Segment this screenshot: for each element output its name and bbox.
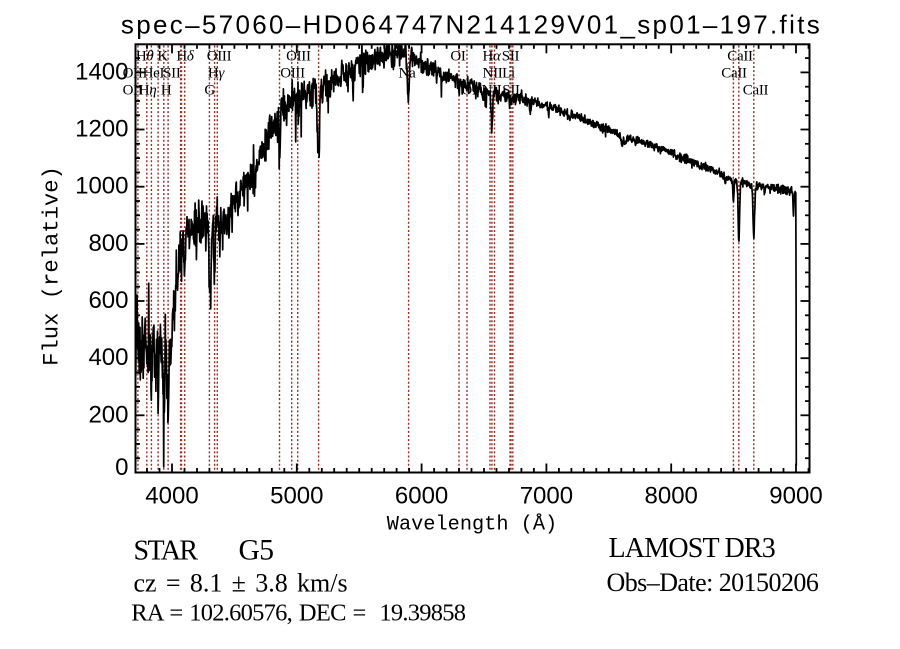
- svg-text:Hγ: Hγ: [208, 66, 226, 82]
- svg-text:1200: 1200: [75, 116, 128, 143]
- svg-text:OI: OI: [461, 83, 477, 99]
- svg-text:OII: OII: [123, 83, 143, 99]
- svg-text:LAMOST DR3: LAMOST DR3: [609, 533, 776, 564]
- svg-text:K: K: [157, 49, 168, 65]
- svg-text:7000: 7000: [520, 483, 573, 510]
- svg-text:Hθ: Hθ: [136, 49, 155, 65]
- svg-text:OIII: OIII: [207, 49, 232, 65]
- svg-text:NII: NII: [483, 66, 503, 82]
- svg-text:SII: SII: [163, 66, 181, 82]
- svg-text:STAR: STAR: [134, 536, 199, 567]
- svg-text:400: 400: [88, 344, 128, 371]
- svg-text:1000: 1000: [75, 173, 128, 200]
- svg-text:Hα: Hα: [482, 49, 502, 65]
- svg-text:9000: 9000: [769, 483, 822, 510]
- svg-text:1400: 1400: [75, 58, 128, 85]
- svg-text:Obs–Date: 20150206: Obs–Date: 20150206: [607, 568, 819, 597]
- svg-text:H: H: [161, 83, 172, 99]
- svg-text:OIII: OIII: [280, 66, 305, 82]
- svg-text:Li: Li: [502, 66, 515, 82]
- svg-text:6000: 6000: [395, 483, 448, 510]
- svg-text:SII: SII: [502, 83, 520, 99]
- svg-text:RA = 102.60576, DEC = 19.3985: RA = 102.60576, DEC = 19.39858: [131, 600, 465, 627]
- svg-text:NII: NII: [482, 83, 502, 99]
- svg-text:HeI: HeI: [143, 66, 165, 82]
- svg-text:G5: G5: [239, 535, 274, 567]
- svg-text:CaII: CaII: [727, 49, 753, 65]
- svg-text:Flux (relative): Flux (relative): [40, 166, 65, 366]
- svg-text:600: 600: [88, 287, 128, 314]
- svg-text:5000: 5000: [270, 483, 323, 510]
- svg-text:200: 200: [88, 401, 128, 428]
- svg-text:0: 0: [115, 454, 128, 481]
- svg-text:cz = 8.1 ± 3.8 km/s: cz = 8.1 ± 3.8 km/s: [134, 569, 348, 598]
- svg-text:CaII: CaII: [721, 66, 747, 82]
- svg-text:Wavelength (Å): Wavelength (Å): [387, 514, 557, 537]
- svg-text:spec–57060–HD064747N214129V01_: spec–57060–HD064747N214129V01_sp01–197.f…: [121, 10, 822, 40]
- svg-text:OI: OI: [450, 49, 466, 65]
- svg-text:800: 800: [88, 230, 128, 257]
- svg-text:Na: Na: [399, 66, 417, 82]
- svg-text:OIII: OIII: [286, 49, 311, 65]
- svg-text:OII: OII: [123, 66, 143, 82]
- svg-text:SII: SII: [502, 49, 520, 65]
- svg-text:8000: 8000: [645, 483, 698, 510]
- svg-text:G: G: [204, 83, 215, 99]
- svg-text:Hδ: Hδ: [176, 49, 195, 65]
- svg-text:CaII: CaII: [743, 83, 769, 99]
- svg-text:4000: 4000: [145, 483, 198, 510]
- svg-text:Hη: Hη: [139, 83, 157, 99]
